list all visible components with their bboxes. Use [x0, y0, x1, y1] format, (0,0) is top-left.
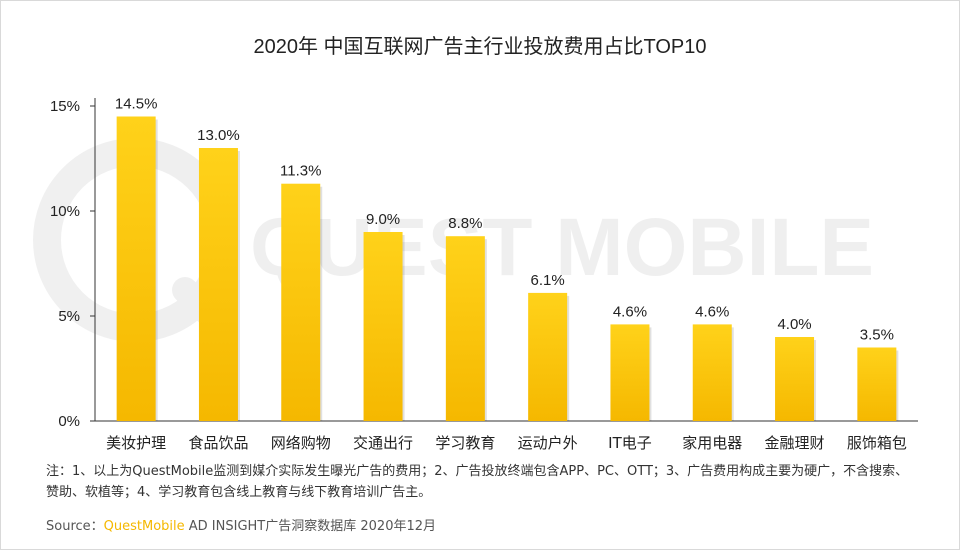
- bar-value-label: 4.6%: [695, 303, 729, 320]
- bar-value-label: 11.3%: [280, 163, 321, 180]
- y-tick-label: 5%: [58, 308, 80, 325]
- bar-value-label: 6.1%: [531, 272, 565, 289]
- bar-value-label: 8.8%: [448, 215, 482, 232]
- bar: [610, 324, 650, 421]
- x-category-label: 网络购物: [271, 434, 331, 452]
- watermark-text: QUEST MOBILE: [250, 202, 874, 293]
- bar-value-label: 4.6%: [613, 303, 647, 320]
- bar-value-label: 3.5%: [860, 327, 894, 344]
- bar-chart: QUEST MOBILE 0% 5% 10% 15% 14.5% 美妆护理 13.0% 食品…: [33, 96, 918, 452]
- source-brand: QuestMobile: [103, 519, 185, 534]
- footnote: 注：1、以上为QuestMobile监测到媒介实际发生曝光广告的费用；2、广告投…: [46, 464, 909, 500]
- bar-value-label: 9.0%: [366, 211, 400, 228]
- bar: [775, 337, 815, 421]
- x-category-label: 食品饮品: [188, 434, 248, 452]
- bar: [198, 148, 238, 421]
- bar: [281, 183, 321, 421]
- bar-value-label: 4.0%: [777, 316, 811, 333]
- x-category-label: 运动户外: [518, 434, 578, 452]
- bar: [528, 292, 568, 421]
- bar-value-label: 13.0%: [197, 127, 240, 144]
- bar: [857, 347, 897, 421]
- x-category-label: 学习教育: [435, 434, 495, 452]
- source-prefix: Source：: [46, 519, 104, 534]
- chart-title: 2020年 中国互联网广告主行业投放费用占比TOP10: [253, 36, 707, 58]
- x-category-label: IT电子: [608, 434, 652, 452]
- x-category-label: 交通出行: [353, 434, 413, 452]
- bar: [445, 236, 485, 421]
- bar: [692, 324, 732, 421]
- x-category-label: 服饰箱包: [847, 434, 907, 452]
- x-category-label: 美妆护理: [106, 434, 166, 452]
- source-suffix: 广告洞察数据库 2020年12月: [265, 519, 437, 534]
- source-line: Source：QuestMobile AD INSIGHT广告洞察数据库 202…: [46, 515, 436, 534]
- y-tick-label: 0%: [58, 413, 80, 430]
- x-category-label: 家用电器: [682, 434, 742, 452]
- y-tick-label: 10%: [50, 203, 80, 220]
- source-product: AD INSIGHT: [184, 519, 266, 534]
- x-category-label: 金融理财: [765, 434, 825, 452]
- bar-value-label: 14.5%: [115, 96, 158, 113]
- bar: [116, 116, 156, 421]
- bar: [363, 232, 403, 421]
- watermark: QUEST MOBILE: [33, 138, 874, 343]
- y-tick-label: 15%: [50, 98, 80, 115]
